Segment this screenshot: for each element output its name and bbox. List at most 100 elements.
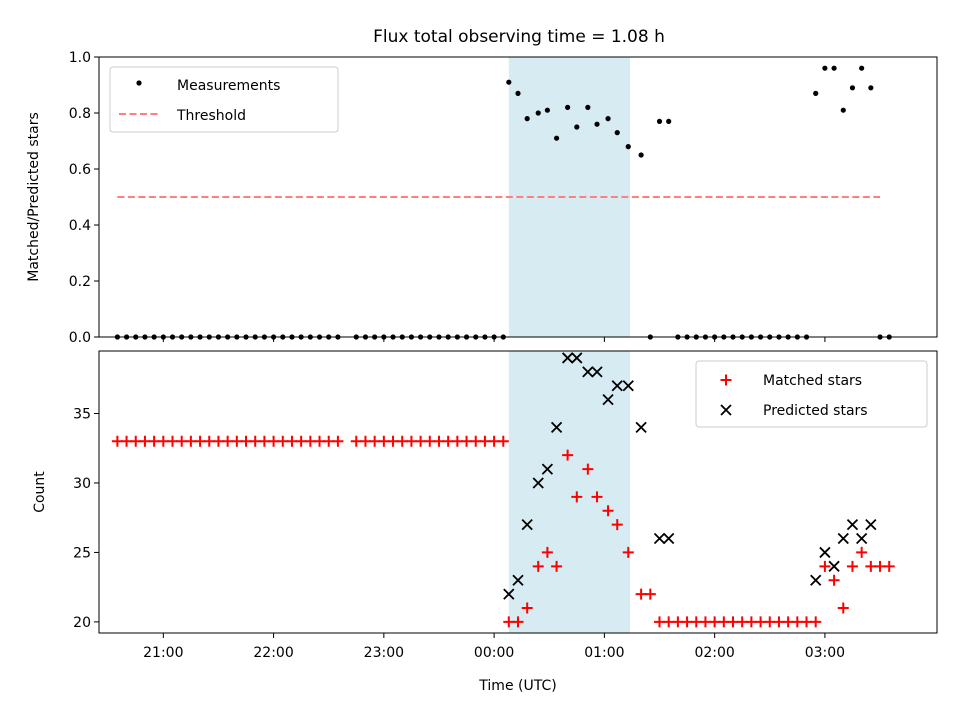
matched-point [521, 602, 533, 614]
matched-point [277, 435, 289, 447]
predicted-point [561, 352, 574, 364]
x-tick-label: 03:00 [805, 645, 845, 661]
matched-point [350, 435, 362, 447]
measurement-point [544, 107, 551, 113]
matched-point [323, 435, 335, 447]
matched-point [470, 435, 482, 447]
measurement-point [553, 135, 560, 141]
matched-point [304, 435, 316, 447]
y-axis-label: Count [32, 471, 48, 513]
measurement-point [614, 130, 620, 136]
x-tick-label: 23:00 [364, 645, 404, 661]
measurement-point [515, 90, 521, 96]
matched-point [461, 435, 473, 447]
predicted-point [582, 366, 594, 378]
figure-title: Flux total observing time = 1.08 h [373, 27, 665, 47]
matched-point [314, 435, 326, 447]
y-tick-label: 0.8 [69, 106, 91, 122]
matched-point [286, 435, 298, 447]
predicted-point [532, 477, 544, 489]
measurement-point [565, 104, 571, 110]
matched-point [720, 374, 732, 386]
predicted-point [611, 380, 623, 392]
x-tick-label: 00:00 [474, 645, 514, 661]
y-tick-label: 30 [73, 476, 91, 492]
highlight-span [508, 351, 631, 633]
measurement-point [625, 144, 631, 150]
matched-point [167, 435, 179, 447]
matched-point [369, 435, 381, 447]
matched-point [837, 602, 849, 614]
matched-point [736, 616, 748, 628]
predicted-point [571, 352, 583, 364]
matched-point [497, 435, 509, 447]
measurement-point [849, 85, 856, 91]
bottom-legend: Matched stars Predicted stars [695, 360, 928, 428]
matched-point [512, 616, 524, 628]
matched-point [654, 616, 666, 628]
matched-point [222, 435, 234, 447]
matched-point [387, 435, 399, 447]
predicted-point [521, 519, 533, 531]
predicted-point [720, 404, 732, 416]
predicted-point [635, 421, 647, 434]
matched-point [111, 435, 123, 447]
predicted-point [622, 380, 634, 392]
measurement-point [868, 85, 874, 91]
matched-point [602, 505, 614, 517]
x-tick-label: 01:00 [584, 645, 624, 661]
matched-point [185, 435, 197, 447]
matched-point [240, 435, 252, 447]
y-tick-label: 20 [73, 615, 91, 631]
matched-point [672, 616, 684, 628]
y-tick-label: 25 [73, 545, 91, 561]
matched-point [295, 435, 307, 447]
top-axes-frame [98, 56, 938, 338]
matched-point [551, 560, 563, 572]
measurement-point [813, 90, 819, 96]
matched-point [690, 616, 702, 628]
matched-point [396, 435, 408, 447]
matched-point [745, 616, 757, 628]
predicted-point [828, 560, 840, 572]
legend-label-matched: Matched stars [763, 373, 862, 389]
matched-point [479, 435, 491, 447]
top-legend: Measurements Threshold [109, 66, 339, 133]
bottom-axes-frame [98, 350, 938, 634]
matched-point [176, 435, 188, 447]
predicted-point [653, 532, 666, 545]
matched-point [405, 435, 417, 447]
matched-point [503, 616, 515, 628]
matched-point [791, 616, 803, 628]
y-tick-label: 35 [73, 407, 91, 423]
matched-point [611, 519, 623, 531]
matched-point [433, 435, 445, 447]
top-panel: 0.0 0.2 0.4 0.6 0.8 1.0 Matched/Predicted star… [26, 50, 938, 346]
matched-point [727, 616, 739, 628]
matched-point [644, 588, 656, 600]
matched-point [663, 616, 675, 628]
predicted-point [856, 532, 868, 545]
matched-point [378, 435, 390, 447]
legend-label-measurements: Measurements [177, 78, 280, 94]
matched-point [865, 560, 877, 572]
measurement-point [535, 110, 541, 116]
matched-point [424, 435, 436, 447]
matched-point [268, 435, 280, 447]
x-tick-label: 21:00 [143, 645, 183, 661]
matched-point [130, 435, 142, 447]
predicted-point [837, 532, 849, 545]
matched-point [709, 616, 721, 628]
matched-point [359, 435, 371, 447]
y-tick-label: 0.4 [69, 218, 91, 234]
matched-point [718, 616, 730, 628]
matched-point [764, 616, 776, 628]
legend-box [109, 66, 339, 133]
predicted-point [865, 519, 877, 531]
matched-point [249, 435, 261, 447]
matched-point [681, 616, 693, 628]
y-tick-label: 1.0 [69, 50, 91, 66]
matched-point [231, 435, 243, 447]
matched-point [810, 616, 822, 628]
